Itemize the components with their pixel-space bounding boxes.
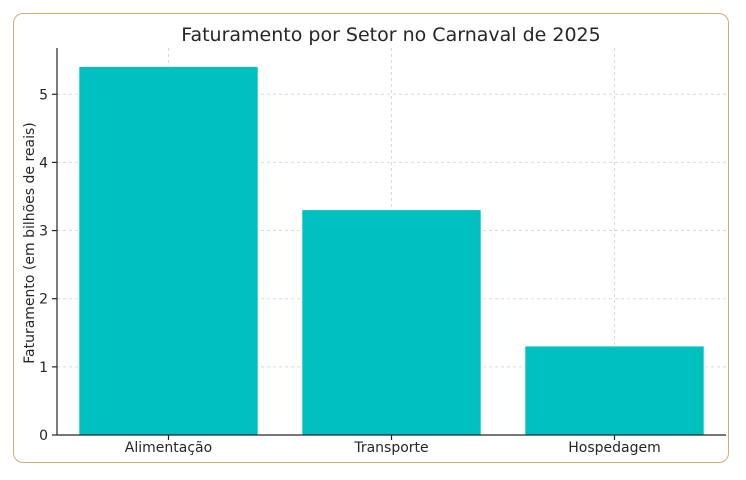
tick-labels: 0 1 2 3 4 5 Alimentação Transporte Hospedagem	[39, 87, 661, 456]
chart-title: Faturamento por Setor no Carnaval de 202…	[181, 24, 600, 46]
x-tick-label: Transporte	[353, 440, 428, 456]
axes	[52, 48, 726, 440]
y-tick-label: 5	[39, 87, 48, 103]
y-axis-label: Faturamento (em bilhões de reais)	[22, 122, 38, 364]
y-tick-label: 2	[39, 292, 48, 308]
bar-hospedagem	[525, 346, 704, 435]
y-tick-label: 4	[39, 155, 48, 171]
y-tick-label: 3	[39, 224, 48, 240]
bar-alimentação	[79, 67, 258, 435]
y-tick-label: 0	[39, 428, 48, 444]
x-tick-label: Alimentação	[125, 440, 212, 456]
bars	[79, 67, 704, 435]
bar-transporte	[302, 210, 481, 435]
y-tick-label: 1	[39, 360, 48, 376]
x-tick-label: Hospedagem	[568, 440, 661, 456]
